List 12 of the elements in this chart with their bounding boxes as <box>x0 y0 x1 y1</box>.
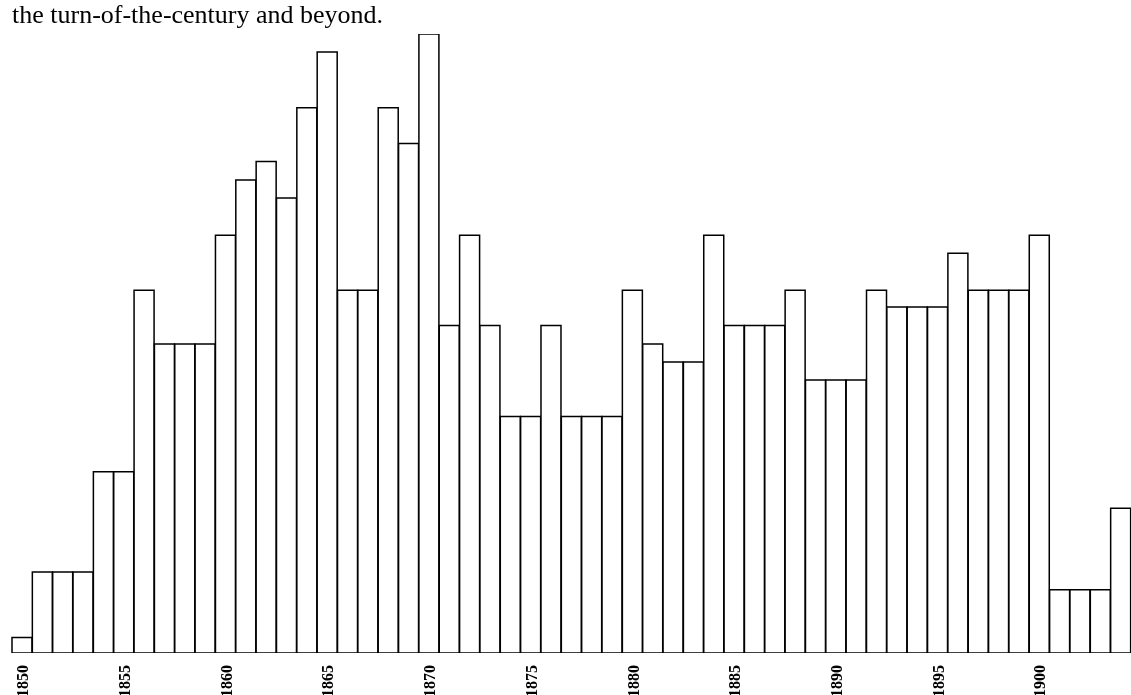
x-tick-label: 1860 <box>217 665 235 695</box>
x-tick-label: 1880 <box>624 665 642 695</box>
x-tick-label: 1850 <box>14 665 32 695</box>
x-tick-label: 1855 <box>115 665 133 695</box>
x-tick-label: 1870 <box>421 665 439 695</box>
x-tick-label: 1900 <box>1031 665 1049 695</box>
x-tick-label: 1875 <box>522 665 540 695</box>
x-tick-label: 1890 <box>827 665 845 695</box>
x-tick-label: 1865 <box>319 665 337 695</box>
x-tick-label: 1885 <box>726 665 744 695</box>
chart-title: the turn-of-the-century and beyond. <box>12 0 384 30</box>
x-tick-label: 1895 <box>929 665 947 695</box>
